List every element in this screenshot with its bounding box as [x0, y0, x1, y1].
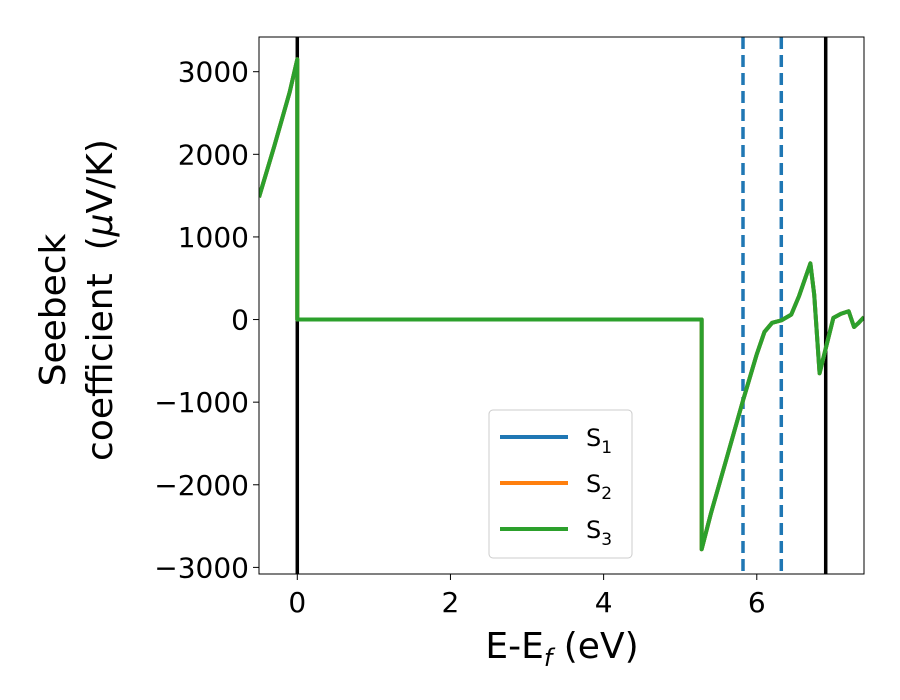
legend: S1 S2 S3	[488, 409, 633, 559]
x-tick-label: 6	[748, 586, 766, 619]
plot-frame	[258, 36, 865, 575]
y-tick-label: 1000	[178, 221, 249, 254]
y-tick-label: −3000	[154, 551, 249, 584]
x-tick-label: 4	[595, 586, 613, 619]
y-tick-label: 2000	[178, 138, 249, 171]
x-axis-label: E-Ef (eV)	[485, 626, 638, 672]
y-tick-label: 3000	[178, 56, 249, 89]
x-tick-label: 0	[288, 586, 306, 619]
x-axis: 0 2 4 6	[288, 574, 766, 619]
series-layer	[259, 57, 864, 552]
series-line-s3	[259, 57, 864, 552]
y-tick-label: −2000	[154, 469, 249, 502]
y-tick-label: 0	[231, 304, 249, 337]
y-tick-label: −1000	[154, 386, 249, 419]
y-axis: 3000 2000 1000 0 −1000 −2000 −3000	[154, 56, 259, 584]
legend-label-s3: S3	[586, 516, 612, 550]
legend-label-s2: S2	[586, 470, 612, 504]
x-tick-label: 2	[442, 586, 460, 619]
y-axis-label-line1: Seebeck	[33, 233, 74, 386]
legend-label-s1: S1	[586, 424, 612, 458]
y-axis-label-line2: coefficient (μV/K)	[80, 139, 121, 461]
